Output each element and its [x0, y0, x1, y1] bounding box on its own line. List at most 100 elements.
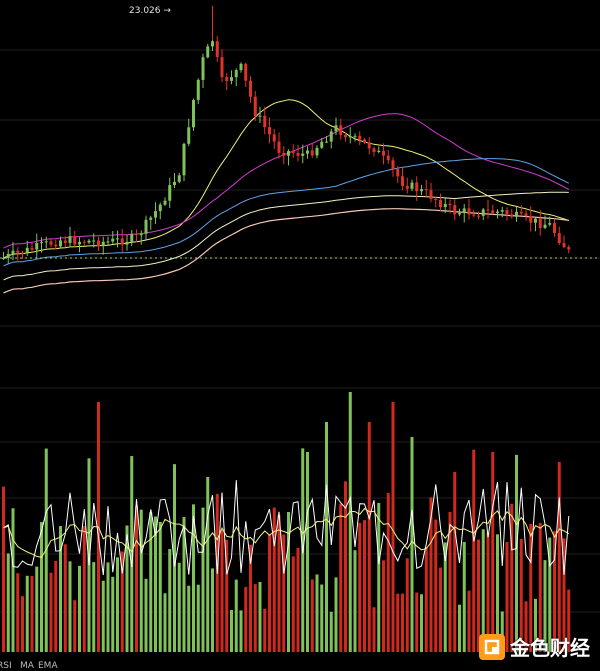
- volume-bar: [429, 497, 433, 652]
- volume-bar: [510, 503, 514, 652]
- candle: [139, 233, 143, 236]
- candle: [310, 150, 314, 156]
- candle: [187, 127, 191, 144]
- volume-bar: [287, 512, 290, 652]
- volume-bar: [315, 574, 319, 652]
- volume-bar: [462, 541, 466, 652]
- volume-bar: [325, 422, 328, 652]
- volume-bar: [130, 456, 134, 652]
- volume-bar: [30, 575, 34, 652]
- candle: [244, 63, 248, 81]
- candle: [491, 210, 495, 214]
- candle: [59, 240, 62, 247]
- candle: [557, 233, 561, 243]
- volume-bar: [410, 437, 414, 652]
- volume-bar: [120, 551, 124, 652]
- candle: [372, 148, 376, 153]
- candle: [348, 136, 352, 138]
- ma-line-4: [3, 191, 569, 281]
- volume-bar: [562, 538, 566, 652]
- candle: [40, 242, 43, 244]
- volume-bar: [391, 402, 395, 652]
- volume-bar: [249, 544, 252, 652]
- volume-bar: [448, 511, 452, 652]
- volume-bar: [168, 548, 172, 652]
- volume-bar: [372, 607, 376, 652]
- candle: [358, 135, 362, 140]
- volume-bar: [296, 547, 300, 652]
- volume-bar: [386, 493, 390, 652]
- candle: [543, 224, 547, 228]
- volume-bar: [529, 524, 533, 652]
- candle: [424, 189, 428, 191]
- volume-bar: [382, 560, 385, 652]
- candle: [296, 153, 300, 156]
- volume-bar: [524, 601, 528, 652]
- volume-bar: [196, 584, 200, 652]
- candle: [567, 247, 571, 250]
- volume-bar: [348, 392, 352, 652]
- candle: [78, 241, 81, 245]
- candle: [182, 143, 186, 176]
- volume-bar: [401, 593, 404, 652]
- volume-bar: [344, 481, 347, 652]
- candle: [306, 150, 309, 154]
- volume-bar: [173, 464, 176, 652]
- volume-bar: [187, 585, 191, 652]
- candle: [249, 80, 252, 97]
- candle: [49, 241, 53, 245]
- candle: [287, 151, 290, 156]
- indicator-lines: [3, 480, 570, 576]
- candle: [467, 208, 471, 215]
- candle: [391, 160, 395, 170]
- candle: [116, 238, 119, 240]
- candle: [220, 57, 224, 78]
- volume-bar: [106, 562, 110, 652]
- ma-indicator-line: [3, 507, 570, 558]
- volume-bar: [177, 562, 181, 652]
- candle: [2, 257, 5, 259]
- volume-bar: [16, 573, 20, 652]
- candle: [73, 236, 77, 245]
- candle: [524, 213, 528, 216]
- volume-bar: [439, 567, 442, 652]
- volume-bar: [21, 596, 24, 652]
- volume-bar: [306, 452, 309, 652]
- volume-bar: [467, 590, 471, 652]
- candle: [382, 150, 385, 156]
- volume-bar: [101, 580, 105, 652]
- volume-bar: [553, 531, 556, 652]
- candle: [173, 181, 176, 186]
- volume-bar: [263, 608, 267, 652]
- candle: [239, 63, 243, 71]
- rsi-line: [3, 480, 570, 576]
- candle: [477, 215, 480, 217]
- volume-bar: [453, 472, 457, 652]
- volume-bar: [139, 509, 143, 652]
- candle: [111, 238, 115, 242]
- volume-bar: [87, 458, 91, 652]
- candle: [282, 152, 286, 156]
- volume-bar: [230, 610, 233, 652]
- candle: [21, 252, 24, 254]
- candle: [92, 240, 96, 242]
- candle: [458, 213, 461, 215]
- volume-bar: [477, 539, 480, 652]
- candle: [486, 209, 490, 211]
- candle: [329, 131, 333, 142]
- volume-bar: [2, 486, 5, 652]
- volume-bar: [225, 540, 229, 652]
- volume-bar: [59, 526, 62, 652]
- volume-bar: [377, 502, 381, 652]
- candle: [268, 127, 271, 135]
- volume-bar: [82, 526, 86, 652]
- candle: [154, 211, 157, 218]
- volume-bar: [405, 558, 409, 652]
- volume-bar: [258, 582, 262, 652]
- candle: [144, 219, 148, 234]
- volume-bar: [339, 503, 343, 652]
- candle: [196, 79, 200, 100]
- candle: [367, 142, 371, 149]
- ma-line-5: [3, 208, 569, 294]
- candle: [106, 241, 110, 243]
